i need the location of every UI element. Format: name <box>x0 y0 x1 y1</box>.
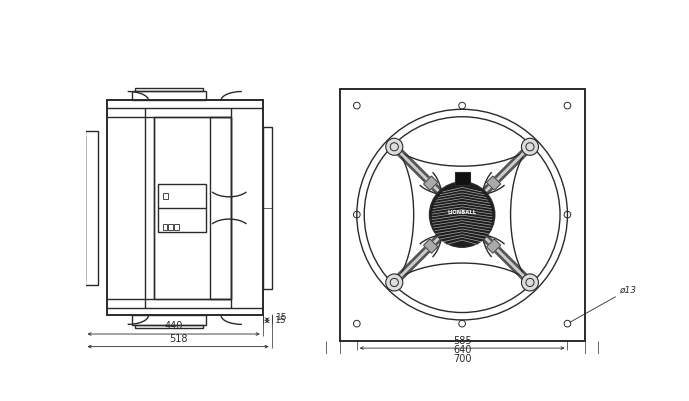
Bar <box>71 229 79 237</box>
Bar <box>132 316 206 325</box>
Bar <box>71 186 79 194</box>
Text: 440: 440 <box>165 320 183 330</box>
Bar <box>158 185 206 232</box>
Circle shape <box>429 182 495 248</box>
Text: 585: 585 <box>453 335 471 345</box>
Polygon shape <box>486 176 501 191</box>
Polygon shape <box>424 176 438 191</box>
Bar <box>340 89 584 341</box>
Bar <box>135 325 203 328</box>
Bar <box>71 243 79 251</box>
Text: LIONBALL: LIONBALL <box>448 210 477 215</box>
Circle shape <box>386 139 403 156</box>
Polygon shape <box>424 239 438 253</box>
Bar <box>168 225 173 231</box>
Bar <box>263 128 271 289</box>
Bar <box>71 215 79 223</box>
Text: 15: 15 <box>275 316 287 325</box>
Circle shape <box>522 274 539 291</box>
Bar <box>163 225 167 231</box>
Bar <box>71 257 79 265</box>
Bar <box>210 117 232 300</box>
Bar <box>71 200 79 209</box>
Text: 700: 700 <box>453 353 471 363</box>
Bar <box>71 195 79 222</box>
Text: ø13: ø13 <box>619 285 637 294</box>
Circle shape <box>522 139 539 156</box>
Bar <box>71 272 79 280</box>
Polygon shape <box>486 239 501 253</box>
Bar <box>85 131 98 286</box>
Bar <box>107 101 263 316</box>
Text: 518: 518 <box>169 333 187 343</box>
Bar <box>163 194 168 200</box>
Bar <box>154 117 232 300</box>
Bar <box>455 172 469 186</box>
Bar <box>174 225 179 231</box>
Bar <box>71 144 79 151</box>
Bar <box>135 89 203 91</box>
Bar <box>132 91 206 101</box>
Bar <box>71 158 79 166</box>
Circle shape <box>386 274 403 291</box>
Bar <box>71 172 79 180</box>
Text: 15: 15 <box>276 313 287 322</box>
Bar <box>79 137 85 280</box>
Text: 640: 640 <box>453 344 471 354</box>
